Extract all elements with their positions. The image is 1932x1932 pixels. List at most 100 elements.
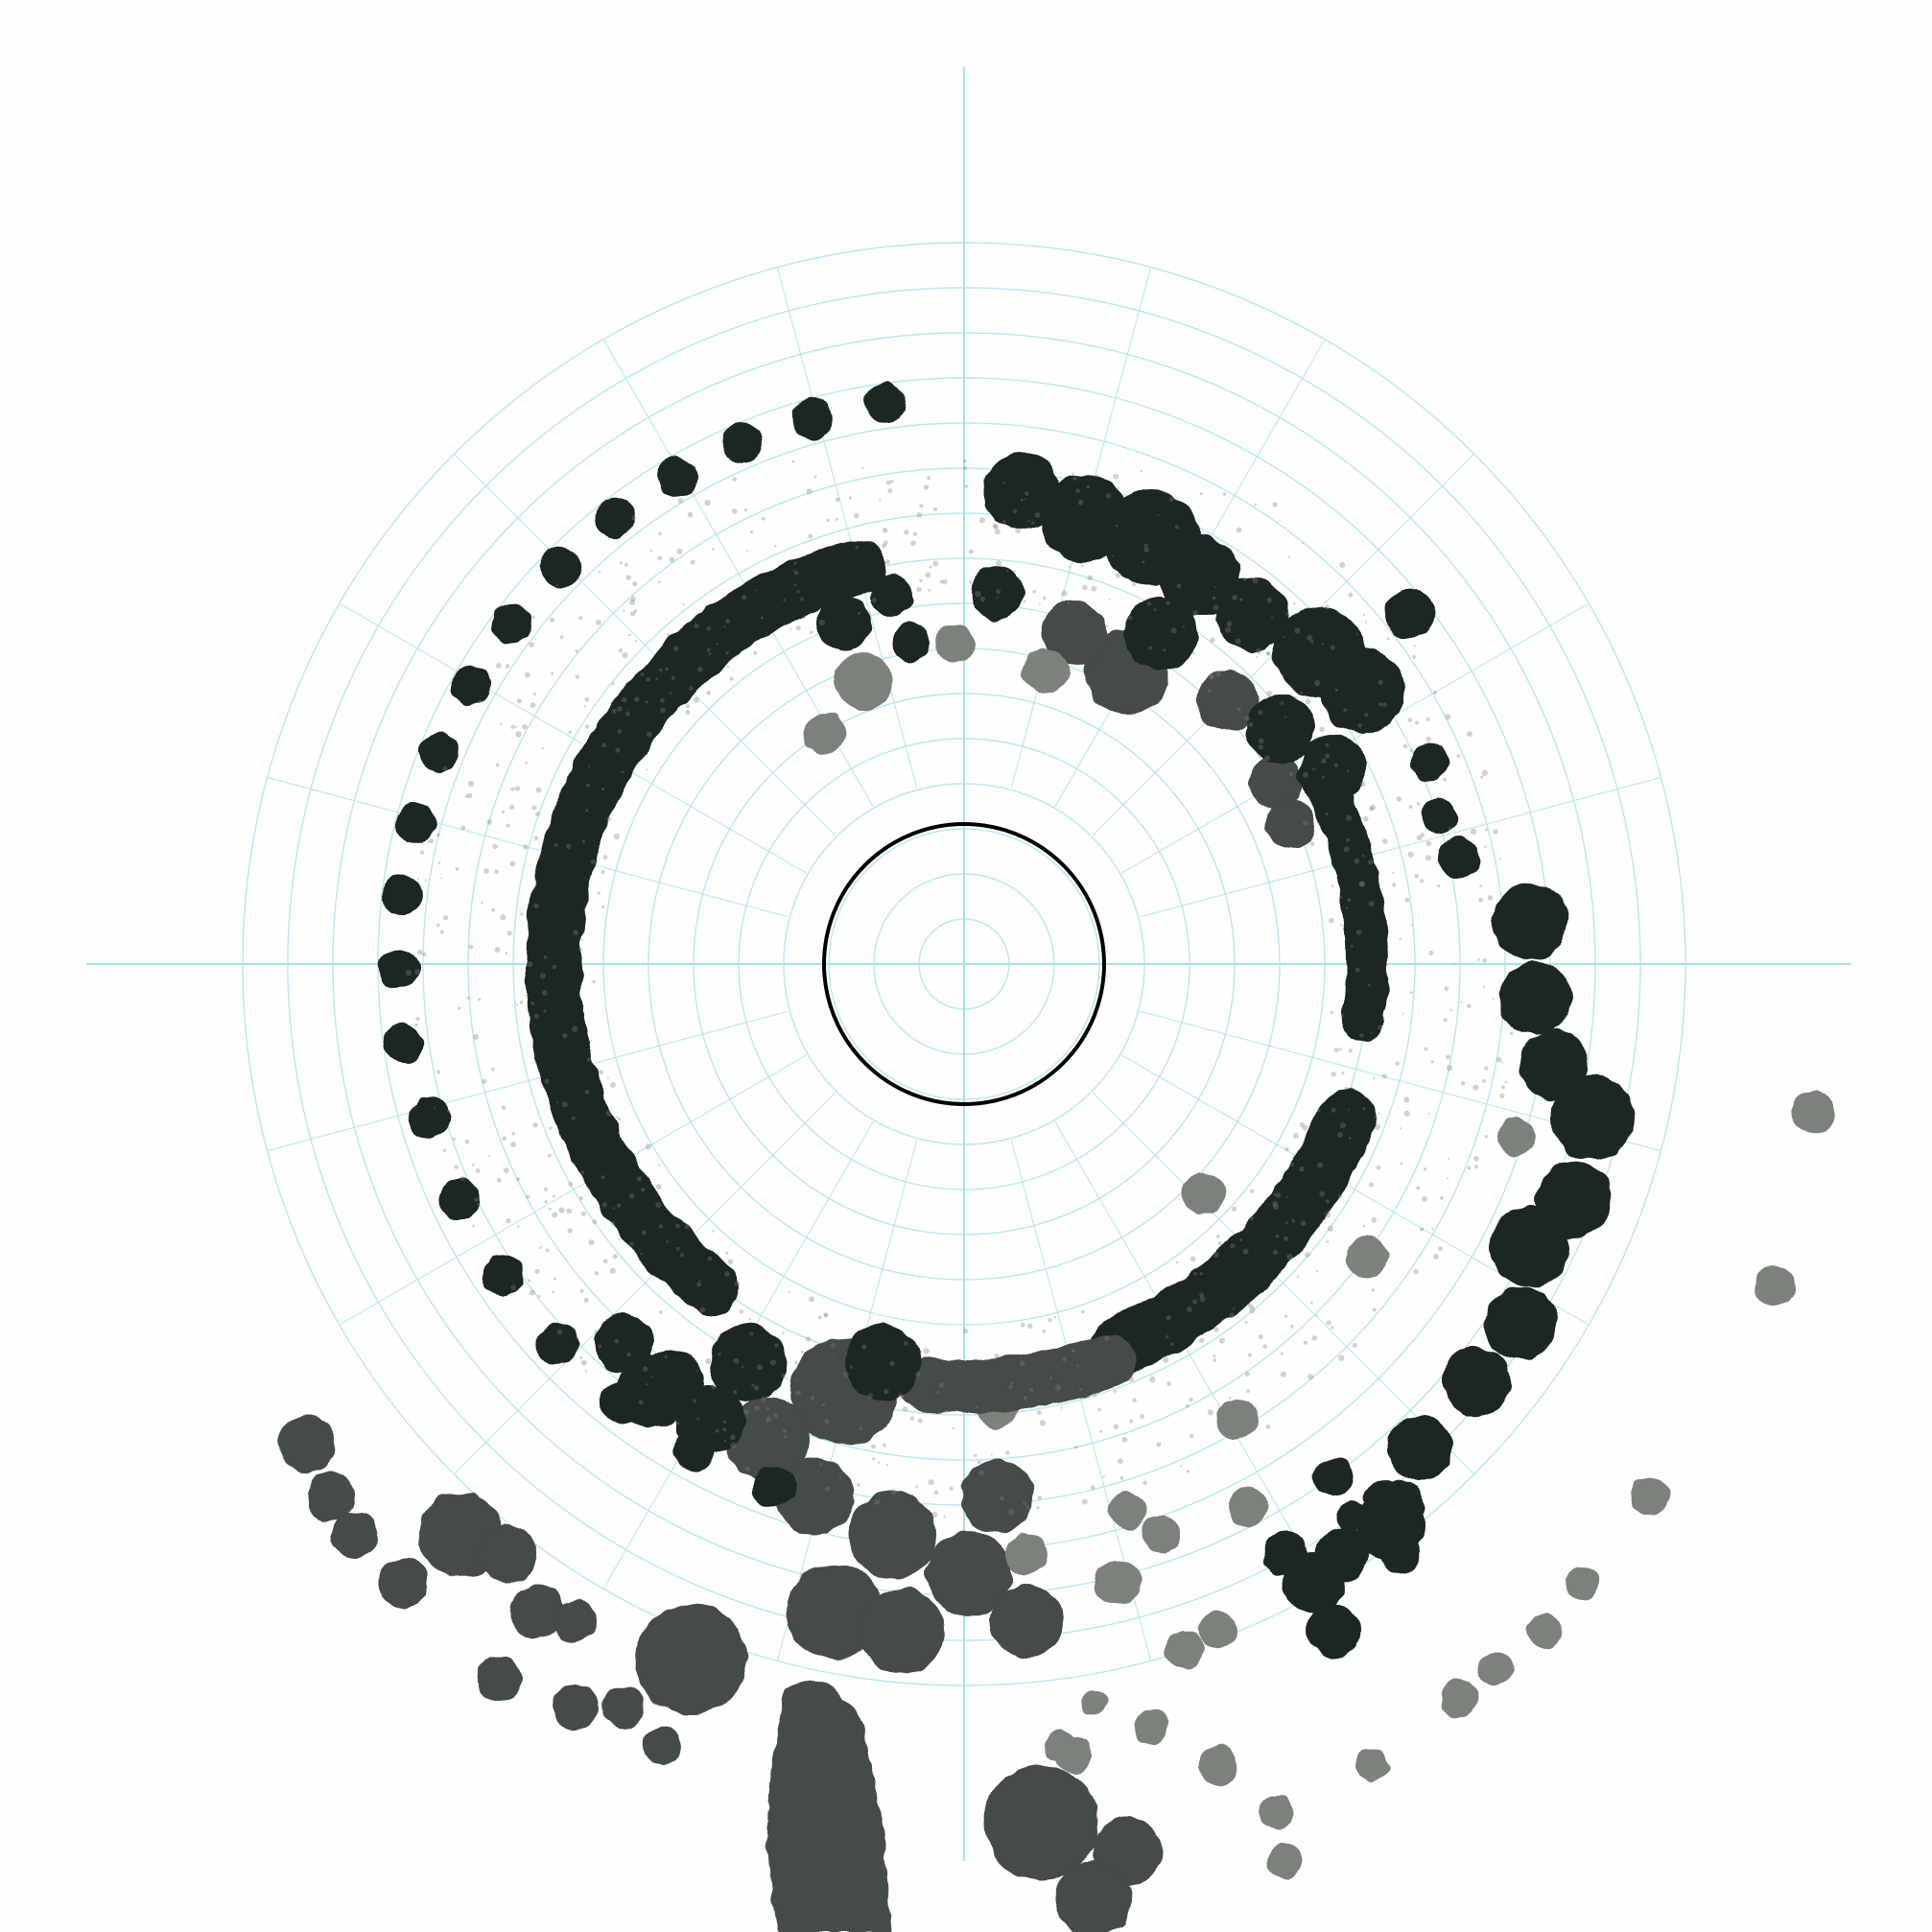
outer-dot-left (491, 602, 532, 644)
ink-speck (1333, 763, 1339, 767)
ink-speck (1105, 492, 1112, 499)
ink-speck (1163, 648, 1166, 652)
ink-speck (819, 1463, 823, 1467)
ink-speck (1097, 1407, 1101, 1412)
ink-speck (1105, 624, 1109, 627)
ink-speck (535, 787, 542, 793)
ink-speck (1099, 1429, 1102, 1433)
ink-speck (1012, 508, 1018, 514)
ink-speck (699, 1307, 706, 1313)
ink-speck (818, 619, 825, 626)
ink-speck (748, 1317, 751, 1321)
ink-speck (742, 595, 747, 601)
ink-speck (697, 666, 703, 672)
ink-speck (666, 632, 670, 636)
ink-speck (580, 1359, 587, 1366)
ink-speck (1368, 1182, 1375, 1188)
ink-speck (427, 840, 430, 843)
ink-speck (1222, 492, 1227, 496)
ink-speck (584, 724, 590, 729)
ink-speck (515, 1177, 521, 1182)
ink-speck (1460, 1081, 1466, 1086)
ink-speck (749, 530, 754, 534)
ink-speck (887, 488, 893, 494)
ink-speck (848, 496, 852, 500)
ink-speck (1229, 1312, 1236, 1319)
ink-speck (1238, 1237, 1242, 1241)
grid-spoke (1054, 1121, 1326, 1590)
ink-speck (1448, 826, 1452, 831)
lower-right-dot (1754, 1264, 1796, 1307)
ink-speck (1189, 1397, 1193, 1402)
ink-speck (645, 1143, 652, 1150)
ink-speck (1115, 572, 1121, 578)
ink-speck (1409, 748, 1413, 752)
ink-speck (996, 597, 999, 600)
ink-speck (467, 780, 475, 788)
ink-speck (1208, 689, 1212, 693)
ink-speck (872, 1457, 876, 1461)
ink-speck (1341, 1072, 1345, 1075)
ink-speck (706, 690, 712, 695)
bottom-wash (787, 1564, 883, 1660)
ink-speck (693, 696, 699, 703)
ink-speck (1326, 1320, 1331, 1326)
ink-speck (749, 1331, 754, 1336)
ink-speck (861, 1344, 867, 1350)
ink-speck (583, 1297, 589, 1304)
ink-speck (1467, 1166, 1472, 1170)
ink-speck (1262, 1344, 1268, 1349)
lower-left-trail (643, 1727, 681, 1765)
ink-speck (1284, 1220, 1288, 1224)
ink-speck (649, 549, 653, 553)
ink-speck (909, 1416, 915, 1421)
ink-speck (561, 1101, 568, 1108)
ink-speck (753, 1384, 760, 1391)
ink-speck (621, 770, 624, 774)
ink-speck (1466, 731, 1473, 738)
ink-speck (782, 1428, 787, 1433)
ink-speck (1363, 815, 1369, 822)
ink-speck (628, 633, 631, 637)
ink-speck (936, 1391, 940, 1395)
ink-speck (941, 578, 948, 585)
ink-speck (1301, 542, 1304, 545)
ink-speck (658, 531, 662, 536)
ink-speck (1443, 777, 1447, 782)
ink-speck (1359, 781, 1366, 788)
ink-speck (1053, 1316, 1057, 1319)
ink-speck (516, 1225, 520, 1228)
bottom-wash (725, 1397, 810, 1481)
ink-speck (1218, 1337, 1225, 1344)
ink-speck (1042, 1330, 1047, 1333)
ink-speck (932, 560, 939, 567)
ink-speck (1347, 898, 1352, 903)
ink-speck (1500, 1085, 1505, 1090)
ink-speck (1307, 634, 1313, 641)
ink-speck (525, 994, 528, 998)
ink-speck (666, 1240, 670, 1243)
ink-speck (809, 1296, 815, 1303)
ink-speck (464, 794, 468, 798)
lower-right-dot (1566, 1566, 1600, 1600)
lower-right-dot (1045, 1731, 1075, 1761)
ink-speck (883, 1443, 886, 1448)
ink-speck (695, 1369, 698, 1372)
ink-speck (609, 1267, 616, 1274)
ink-speck (1311, 1334, 1318, 1341)
ink-speck (1002, 519, 1006, 524)
ink-texture (405, 459, 1514, 1519)
ink-speck (414, 969, 421, 976)
ink-speck (1325, 1199, 1330, 1204)
ink-speck (835, 497, 840, 503)
ink-speck (1292, 601, 1296, 605)
ink-speck (571, 1116, 576, 1120)
ink-speck (1054, 1384, 1062, 1391)
ink-speck (1366, 1242, 1370, 1246)
ink-speck (1310, 640, 1314, 644)
scatter-dot (1166, 1631, 1204, 1669)
ink-speck (1216, 1234, 1220, 1238)
ink-speck (711, 548, 715, 551)
ink-speck (1467, 1003, 1472, 1009)
